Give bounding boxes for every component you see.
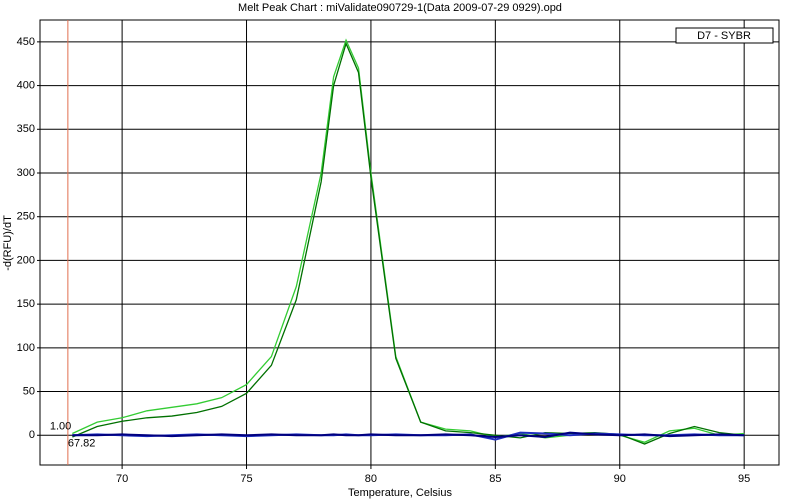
y-axis-label: -d(RFU)/dT (2, 215, 14, 271)
chart-title: Melt Peak Chart : miValidate090729-1(Dat… (238, 2, 562, 14)
y-tick-label: 450 (17, 36, 35, 48)
x-tick-label: 80 (365, 473, 377, 485)
y-tick-label: 150 (17, 298, 35, 310)
x-axis-label: Temperature, Celsius (348, 487, 452, 499)
y-tick-label: 400 (17, 79, 35, 91)
plot-area (39, 19, 780, 466)
y-tick-label: 100 (17, 342, 35, 354)
x-tick-label: 90 (614, 473, 626, 485)
series-line (72, 431, 745, 439)
y-tick-label: 50 (23, 385, 35, 397)
cursor-x-label: 67.82 (68, 437, 96, 449)
y-tick-label: 250 (17, 211, 35, 223)
cursor-y-label: 1.00 (50, 420, 71, 432)
x-tick-label: 70 (116, 473, 128, 485)
y-tick-label: 0 (29, 429, 35, 441)
x-tick-label: 95 (738, 473, 750, 485)
y-tick-label: 350 (17, 123, 35, 135)
legend-label: D7 - SYBR (697, 30, 751, 42)
x-tick-label: 75 (240, 473, 252, 485)
y-tick-label: 300 (17, 167, 35, 179)
y-tick-label: 200 (17, 254, 35, 266)
legend-box (675, 27, 774, 44)
x-tick-label: 85 (489, 473, 501, 485)
